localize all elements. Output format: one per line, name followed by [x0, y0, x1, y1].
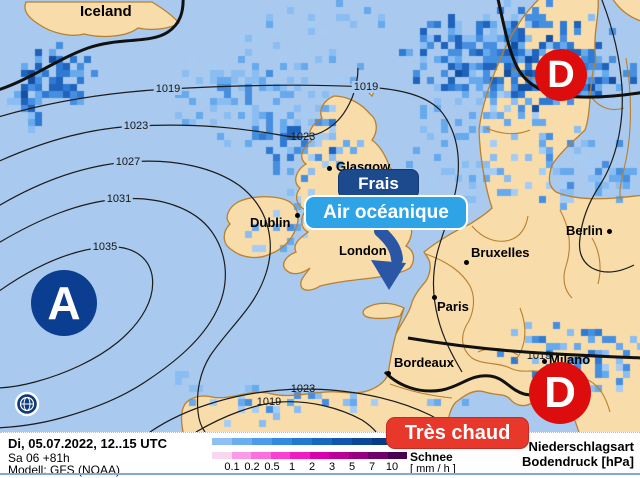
snow-scale-segment [290, 452, 310, 459]
annotation-air-oceanique: Air océanique [304, 195, 468, 230]
city-dot-berlin [607, 229, 612, 234]
pressure-label: Bodendruck [hPa] [522, 454, 634, 469]
legend-tick-label: 2 [308, 461, 316, 473]
rain-scale-segment [332, 438, 352, 445]
city-label-berlin: Berlin [566, 223, 603, 238]
legend-tick-label: 0.2 [244, 461, 260, 473]
legend-tick-label: 7 [368, 461, 376, 473]
legend-tick-label: 5 [348, 461, 356, 473]
annotation-tres-chaud: Très chaud [386, 417, 529, 449]
snow-color-scale [212, 452, 407, 459]
city-dot-dublin [295, 213, 300, 218]
isobar-value-label: 1023 [121, 120, 151, 132]
annotation-frais: Frais [338, 169, 419, 199]
snow-scale-segment [309, 452, 329, 459]
panel-divider [0, 473, 640, 475]
precip-type-label: Niederschlagsart [528, 439, 635, 454]
isobar-value-label: 1019 [153, 83, 183, 95]
city-dot-paris [432, 295, 437, 300]
city-dot-bruxelles [464, 260, 469, 265]
isobars-thick [0, 0, 640, 400]
model-run: Sa 06 +81h [8, 451, 70, 465]
city-label-london: London [339, 243, 387, 258]
valid-datetime: Di, 05.07.2022, 12..15 UTC [8, 436, 167, 451]
legend-tick-label: 10 [385, 461, 399, 473]
city-label-paris: Paris [437, 299, 469, 314]
footer-panel: Di, 05.07.2022, 12..15 UTC Sa 06 +81h Mo… [0, 432, 640, 478]
snow-scale-segment [251, 452, 271, 459]
rain-scale-segment [272, 438, 292, 445]
rain-scale-segment [212, 438, 232, 445]
city-dot-bordeaux [386, 371, 391, 376]
snow-scale-segment [368, 452, 388, 459]
map-labels-layer: Iceland 1019 1023 1027 1031 1035 1023 1019 1023… [80, 3, 612, 408]
map-type-labels: Niederschlagsart Bodendruck [hPa] [522, 439, 634, 469]
rain-scale-segment [372, 438, 392, 445]
snow-scale-segment [231, 452, 251, 459]
pressure-center-low: D [529, 362, 591, 424]
isobar-value-label: 1023 [290, 383, 316, 395]
region-label-iceland: Iceland [80, 3, 132, 20]
snow-scale-segment [212, 452, 232, 459]
rain-scale-segment [352, 438, 372, 445]
rain-color-scale [212, 438, 392, 445]
isobar-value-label: 1019 [256, 396, 282, 408]
isobar-value-label: 1023 [290, 131, 316, 143]
snow-scale-segment [329, 452, 349, 459]
city-label-bordeaux: Bordeaux [394, 355, 454, 370]
city-label-dublin: Dublin [250, 215, 291, 230]
air-flow-arrow-icon [371, 225, 406, 290]
precipitation-legend: 0.1 0.2 0.5 1 2 3 5 7 10 Schnee [ mm / h ] [212, 433, 456, 478]
site-logo-icon [14, 391, 40, 417]
snow-scale-label: Schnee [410, 450, 453, 464]
snow-scale-segment [270, 452, 290, 459]
rain-scale-segment [252, 438, 272, 445]
isobar-value-label: 1031 [104, 193, 134, 205]
pressure-center-low: D [535, 49, 587, 101]
isobar-value-label: 1019 [351, 81, 381, 93]
rain-scale-segment [312, 438, 332, 445]
snow-scale-segment [348, 452, 368, 459]
legend-unit-label: [ mm / h ] [410, 463, 456, 475]
city-dot-milano [542, 359, 547, 364]
legend-tick-label: 0.1 [224, 461, 240, 473]
snow-scale-segment [387, 452, 407, 459]
pressure-centers: A D D [31, 49, 591, 424]
legend-tick-label: 3 [328, 461, 336, 473]
rain-scale-segment [292, 438, 312, 445]
legend-tick-label: 0.5 [264, 461, 280, 473]
rain-scale-segment [232, 438, 252, 445]
isobar-value-label: 1027 [113, 156, 143, 168]
legend-tick-label: 1 [288, 461, 296, 473]
city-dot-glasgow [327, 166, 332, 171]
isobar-value-label: 1035 [90, 241, 120, 253]
pressure-center-high: A [31, 270, 97, 336]
city-label-bruxelles: Bruxelles [471, 245, 530, 260]
